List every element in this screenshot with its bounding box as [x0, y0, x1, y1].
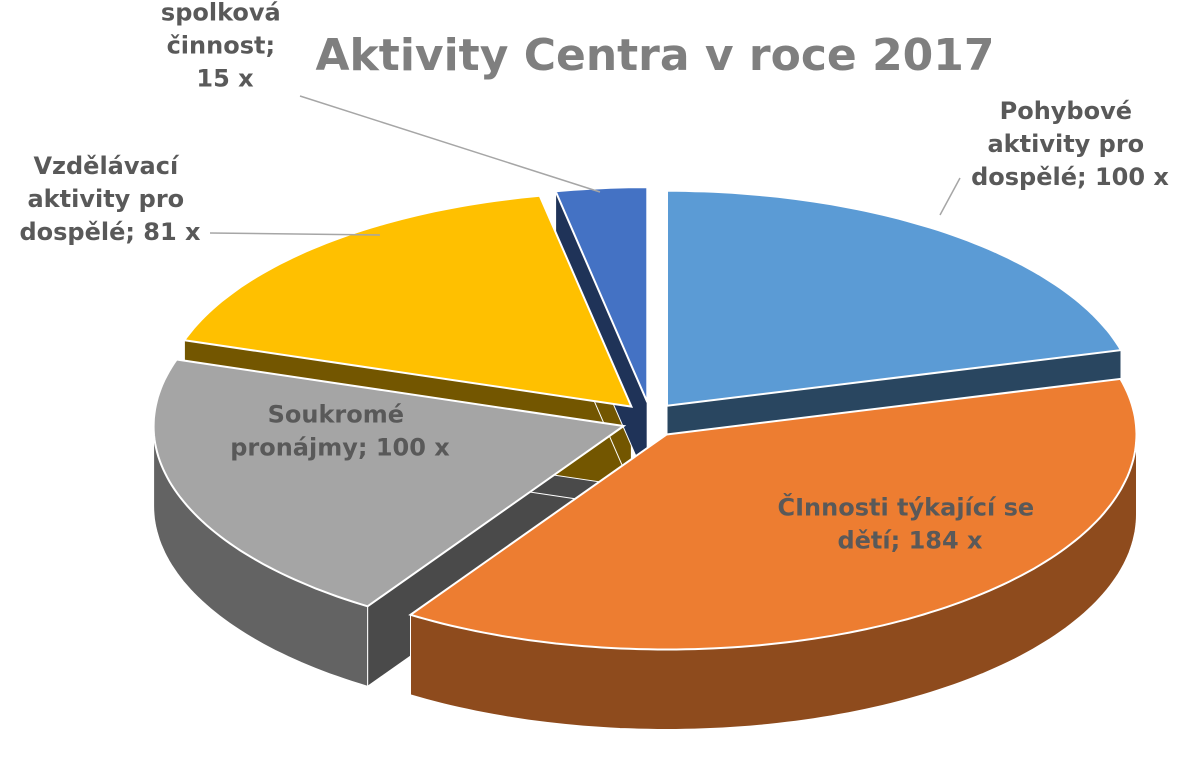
- data-label: ČInnosti týkající se dětí; 184 x: [778, 492, 1043, 555]
- label-line: aktivity pro: [27, 185, 192, 213]
- label-line: spolková: [161, 0, 289, 27]
- pie-slice: [182, 194, 634, 408]
- data-labels: Pohybové aktivity pro dospělé; 100 x ČInn…: [19, 0, 1169, 555]
- label-line: pronájmy; 100 x: [230, 434, 450, 462]
- label-line: dospělé; 81 x: [19, 218, 201, 246]
- pie-tops: [152, 186, 1138, 651]
- pie-slice: [666, 189, 1123, 407]
- label-line: dospělé; 100 x: [971, 163, 1169, 191]
- label-line: ČInnosti týkající se: [778, 492, 1043, 522]
- data-label: Soukromé pronájmy; 100 x: [230, 401, 450, 462]
- chart-title: Aktivity Centra v roce 2017: [315, 30, 994, 81]
- label-line: činnost;: [167, 32, 284, 60]
- pie-slice: [152, 358, 627, 608]
- pie-slice: [408, 377, 1138, 651]
- label-line: 15 x: [196, 65, 254, 93]
- label-line: dětí; 184 x: [837, 527, 983, 555]
- label-line: aktivity pro: [987, 130, 1152, 158]
- data-label: Pohybové aktivity pro dospělé; 100 x: [971, 97, 1169, 191]
- data-label: Jiná spolková činnost; 15 x: [161, 0, 289, 93]
- leader-line: [939, 177, 961, 216]
- pie-slice: [554, 186, 649, 403]
- label-line: Pohybové: [1000, 97, 1141, 125]
- data-label: Vzdělávací aktivity pro dospělé; 81 x: [19, 152, 201, 246]
- leader-line: [209, 232, 381, 236]
- label-line: Vzdělávací: [33, 152, 186, 180]
- label-line: Soukromé: [268, 401, 413, 429]
- leader-line: [299, 95, 601, 193]
